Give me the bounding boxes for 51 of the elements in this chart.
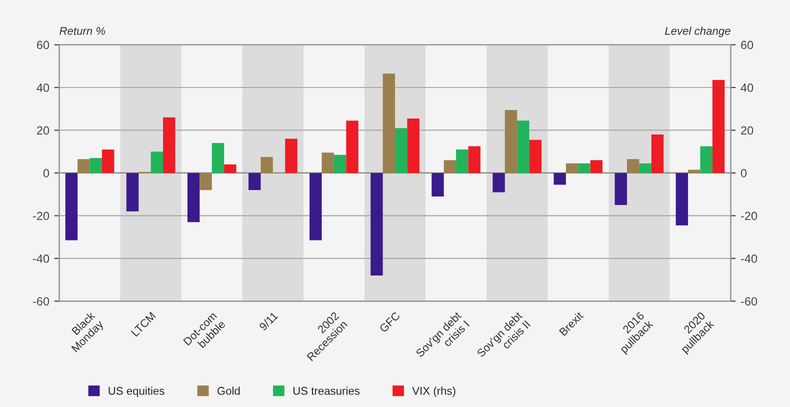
y-tick-label: -40 xyxy=(32,254,50,263)
bar xyxy=(566,163,578,173)
bar xyxy=(504,110,518,173)
legend-label: VIX (rhs) xyxy=(412,386,456,397)
bar xyxy=(492,172,505,192)
y2-tick-label: 60 xyxy=(741,40,754,50)
legend-label: US treasuries xyxy=(293,386,360,395)
bar xyxy=(212,143,224,173)
x-tick-label: 9/11 xyxy=(258,311,278,332)
y-tick-label: 0 xyxy=(43,169,50,178)
bar xyxy=(614,172,627,206)
y-axis-title: Return % xyxy=(60,27,106,35)
bar xyxy=(322,152,334,173)
bar xyxy=(200,172,212,190)
bar xyxy=(676,172,688,226)
bar xyxy=(688,170,700,173)
bar xyxy=(163,117,176,173)
bar xyxy=(651,134,664,173)
bar xyxy=(554,172,566,185)
bar xyxy=(444,160,456,173)
bar xyxy=(639,163,652,173)
y2-tick-label: -40 xyxy=(740,254,758,263)
bar xyxy=(260,156,273,173)
bar xyxy=(187,172,200,222)
bar xyxy=(224,164,236,173)
y2-tick-label: -20 xyxy=(740,212,758,220)
y-tick-label: 60 xyxy=(36,40,50,50)
y2-tick-label: 0 xyxy=(740,169,747,178)
bar xyxy=(432,172,444,196)
bar xyxy=(285,138,298,173)
bar xyxy=(65,172,78,240)
y2-axis-title: Level change xyxy=(664,26,730,38)
legend-label: US equities xyxy=(108,386,164,397)
bar xyxy=(126,172,139,212)
bar xyxy=(310,172,322,240)
y-tick-label: 40 xyxy=(36,84,50,92)
y2-tick-label: 20 xyxy=(741,126,754,135)
bar xyxy=(248,172,261,190)
y-tick-label: -20 xyxy=(32,212,50,220)
y2-tick-label: 40 xyxy=(740,84,754,92)
bar xyxy=(712,80,725,173)
y-tick-label: -60 xyxy=(32,297,50,306)
legend-label: Gold xyxy=(217,386,240,395)
bar xyxy=(700,146,712,173)
bar xyxy=(346,120,358,173)
y-tick-label: 20 xyxy=(36,126,50,135)
bar xyxy=(370,172,383,276)
bar xyxy=(382,74,395,173)
bar xyxy=(626,159,640,173)
y2-tick-label: -60 xyxy=(740,297,758,306)
bar xyxy=(78,159,90,173)
